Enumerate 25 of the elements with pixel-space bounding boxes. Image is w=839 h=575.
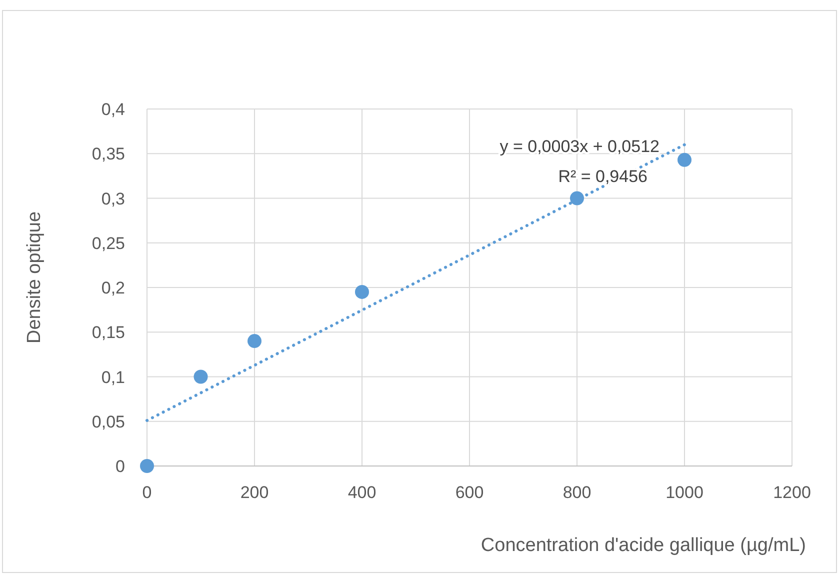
y-tick-label: 0,1 xyxy=(101,368,125,387)
x-tick-label: 0 xyxy=(142,483,152,502)
point xyxy=(248,334,262,348)
x-tick-label: 1000 xyxy=(666,483,704,502)
y-tick-label: 0,05 xyxy=(92,412,125,432)
point xyxy=(570,191,584,206)
point xyxy=(194,370,208,384)
y-tick-label: 0,4 xyxy=(101,100,125,119)
annotation: y = 0,0003x + 0,0512 xyxy=(500,137,660,156)
y-tick-label: 0,2 xyxy=(101,278,125,298)
y-axis-title: Densite optique xyxy=(24,211,45,344)
x-axis-title: Concentration d'acide gallique (µg/mL) xyxy=(480,535,806,556)
y-tick-label: 0,3 xyxy=(101,189,125,208)
x-tick-label: 400 xyxy=(348,483,376,502)
x-tick-label: 1200 xyxy=(773,483,811,502)
point xyxy=(140,459,154,473)
x-tick-label: 600 xyxy=(455,483,484,502)
y-tick-label: 0,35 xyxy=(92,144,125,164)
y-tick-label: 0,15 xyxy=(92,323,125,342)
x-tick-label: 200 xyxy=(240,483,269,502)
y-tick-label: 0 xyxy=(116,457,125,476)
y-tick-label: 0,25 xyxy=(92,234,125,253)
point xyxy=(355,284,369,299)
point xyxy=(678,152,692,167)
x-tick-label: 800 xyxy=(562,483,592,502)
